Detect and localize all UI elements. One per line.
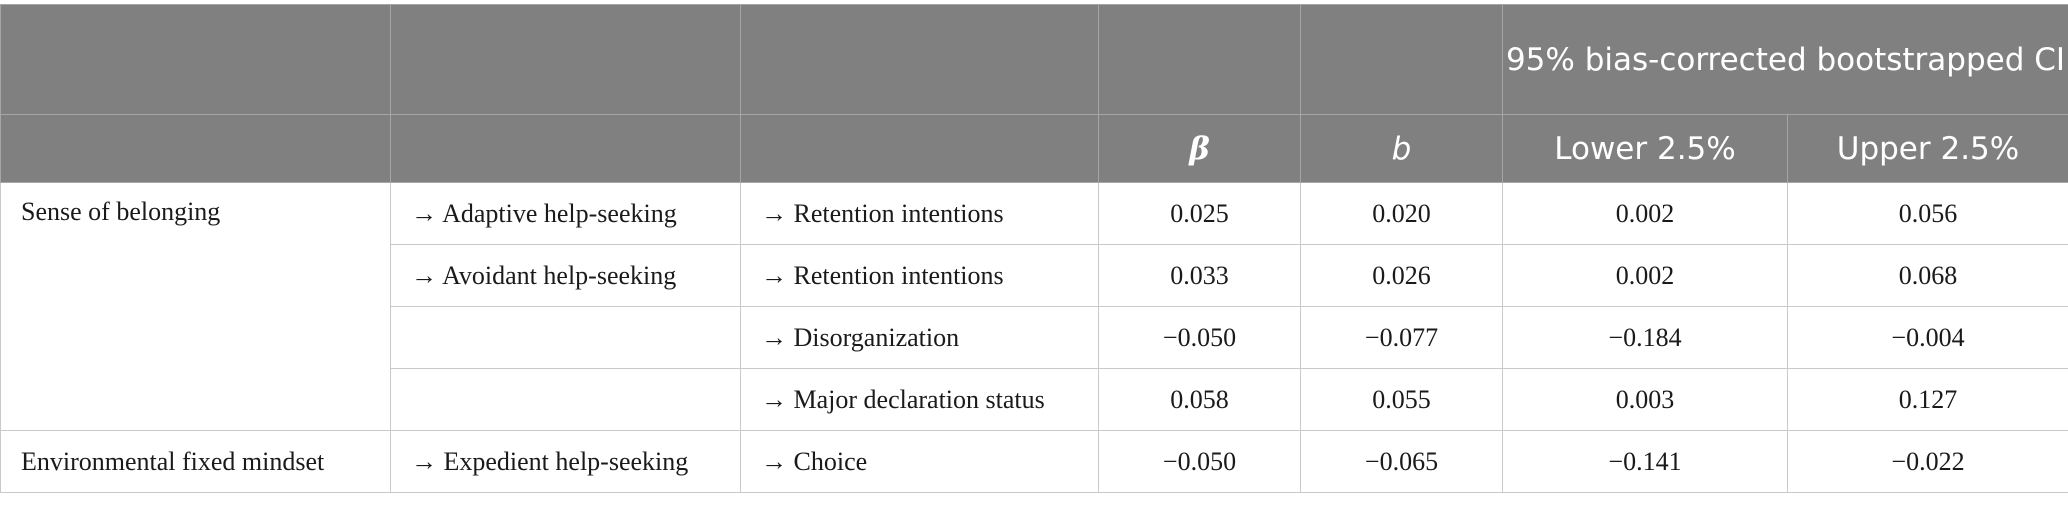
upper-ci-cell: −0.004	[1787, 306, 2068, 369]
mediator-cell: → Expedient help-seeking	[390, 430, 741, 493]
upper-ci-cell: 0.068	[1787, 244, 2068, 307]
table-row: Environmental fixed mindset → Expedient …	[0, 430, 2068, 493]
lower-ci-cell: 0.002	[1502, 182, 1788, 245]
outcome-cell: → Disorganization	[740, 306, 1099, 369]
table-row: → Disorganization −0.050 −0.077 −0.184 −…	[1, 306, 2068, 369]
mediator-cell	[390, 306, 741, 369]
header-empty-cell	[740, 4, 1099, 115]
header-empty-cell	[390, 114, 741, 183]
b-cell: 0.020	[1300, 182, 1503, 245]
header-lower: Lower 2.5%	[1502, 114, 1788, 183]
header-empty-cell	[740, 114, 1099, 183]
header-empty-cell	[1098, 4, 1301, 115]
outcome-cell: → Major declaration status	[740, 368, 1099, 431]
outcome-cell: → Choice	[740, 430, 1099, 493]
lower-ci-cell: 0.003	[1502, 368, 1788, 431]
header-empty-cell	[0, 4, 391, 115]
predictor-cell: Sense of belonging	[0, 182, 391, 431]
outcome-cell: → Retention intentions	[740, 182, 1099, 245]
lower-ci-cell: 0.002	[1502, 244, 1788, 307]
table-row: Sense of belonging → Adaptive help-seeki…	[0, 182, 2068, 431]
table-header: 95% bias-corrected bootstrapped CI β b L…	[0, 4, 2068, 183]
mediator-cell: → Adaptive help-seeking	[390, 182, 741, 245]
beta-cell: 0.033	[1098, 244, 1301, 307]
header-upper: Upper 2.5%	[1787, 114, 2068, 183]
b-cell: −0.077	[1300, 306, 1503, 369]
header-beta: β	[1098, 114, 1301, 183]
predictor-cell: Environmental fixed mindset	[0, 430, 391, 493]
header-row-1: 95% bias-corrected bootstrapped CI	[0, 4, 2068, 115]
beta-cell: −0.050	[1098, 430, 1301, 493]
header-row-2: β b Lower 2.5% Upper 2.5%	[0, 114, 2068, 183]
mediator-cell	[390, 368, 741, 431]
outcome-cell: → Retention intentions	[740, 244, 1099, 307]
mediator-cell: → Avoidant help-seeking	[390, 244, 741, 307]
upper-ci-cell: 0.056	[1787, 182, 2068, 245]
upper-ci-cell: 0.127	[1787, 368, 2068, 431]
lower-ci-cell: −0.184	[1502, 306, 1788, 369]
b-cell: 0.026	[1300, 244, 1503, 307]
b-cell: 0.055	[1300, 368, 1503, 431]
header-empty-cell	[1300, 4, 1503, 115]
upper-ci-cell: −0.022	[1787, 430, 2068, 493]
header-b: b	[1300, 114, 1503, 183]
lower-ci-cell: −0.141	[1502, 430, 1788, 493]
table-body: Sense of belonging → Adaptive help-seeki…	[0, 182, 2068, 493]
mediation-results-table: 95% bias-corrected bootstrapped CI β b L…	[0, 4, 2068, 493]
beta-cell: 0.025	[1098, 182, 1301, 245]
header-empty-cell	[390, 4, 741, 115]
beta-cell: 0.058	[1098, 368, 1301, 431]
header-ci-group: 95% bias-corrected bootstrapped CI	[1502, 4, 2068, 115]
beta-cell: −0.050	[1098, 306, 1301, 369]
b-cell: −0.065	[1300, 430, 1503, 493]
header-empty-cell	[0, 114, 391, 183]
